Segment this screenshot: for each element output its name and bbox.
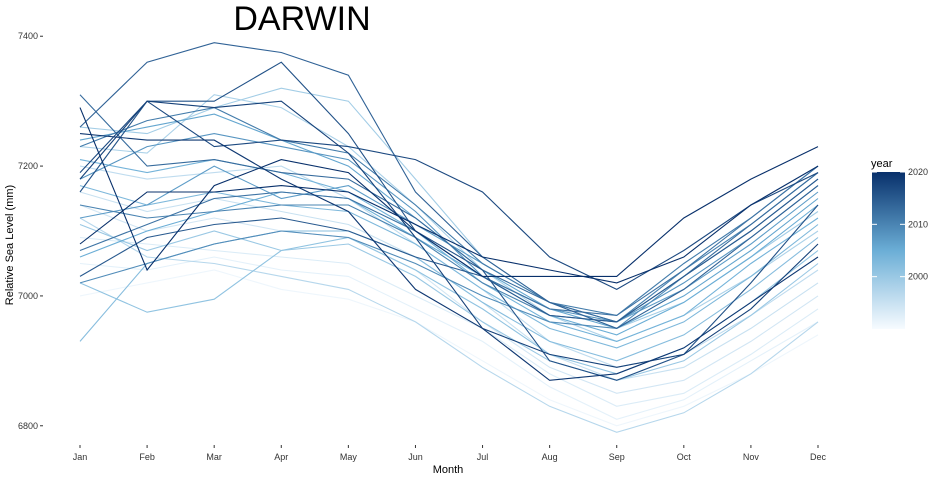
legend-colorbar — [872, 172, 905, 329]
series-line-2005 — [79, 191, 819, 336]
color-legend: year 2000 2010 2020 — [871, 158, 928, 329]
series-line-1994 — [79, 204, 819, 394]
series-line-2016 — [79, 61, 819, 381]
series-line-2017 — [79, 100, 819, 291]
x-axis-label: Month — [433, 464, 464, 476]
series-line-1993 — [79, 236, 819, 407]
y-axis: 6800 7000 7200 7400 — [18, 31, 43, 431]
x-tick-label: Mar — [206, 452, 222, 462]
series-line-2015 — [79, 178, 819, 323]
series-line-2021 — [79, 165, 819, 284]
series-line-1998 — [79, 94, 819, 342]
y-tick-label: 7200 — [18, 161, 38, 171]
series-line-1992 — [79, 256, 819, 420]
x-tick-label: Aug — [542, 452, 558, 462]
legend-tick-label: 2020 — [908, 167, 928, 177]
x-tick-label: Apr — [274, 452, 288, 462]
x-tick-label: Sep — [609, 452, 625, 462]
legend-title: year — [871, 158, 893, 170]
y-axis-label: Relative Sea Level (mm) — [4, 185, 16, 305]
series-line-1999 — [79, 87, 819, 329]
x-tick-label: Jun — [408, 452, 423, 462]
x-tick-label: Nov — [743, 452, 760, 462]
x-tick-label: Oct — [677, 452, 692, 462]
x-axis: Jan Feb Mar Apr May Jun Jul Aug Sep Oct Nov Dec — [73, 445, 827, 462]
series-line-2013 — [79, 94, 819, 323]
chart-title: DARWIN — [233, 0, 370, 38]
legend-tick-label: 2010 — [908, 219, 928, 229]
series-line-2011 — [79, 107, 819, 316]
x-tick-label: Jan — [73, 452, 88, 462]
series-line-2020 — [79, 107, 819, 277]
x-tick-label: May — [340, 452, 358, 462]
y-tick-label: 7000 — [18, 291, 38, 301]
series-line-2019 — [79, 133, 819, 381]
x-tick-label: Dec — [810, 452, 827, 462]
series-line-2018 — [79, 100, 819, 368]
series-line-2010 — [79, 172, 819, 323]
x-tick-label: Feb — [139, 452, 155, 462]
series-line-2000 — [79, 223, 819, 381]
series-line-1997 — [79, 217, 819, 433]
series-line-2014 — [79, 42, 819, 330]
series-line-1991 — [79, 269, 819, 427]
y-tick-label: 7400 — [18, 31, 38, 41]
x-tick-label: Jul — [477, 452, 489, 462]
legend-tick-label: 2000 — [908, 272, 928, 282]
y-tick-label: 6800 — [18, 421, 38, 431]
series-lines — [79, 42, 819, 433]
